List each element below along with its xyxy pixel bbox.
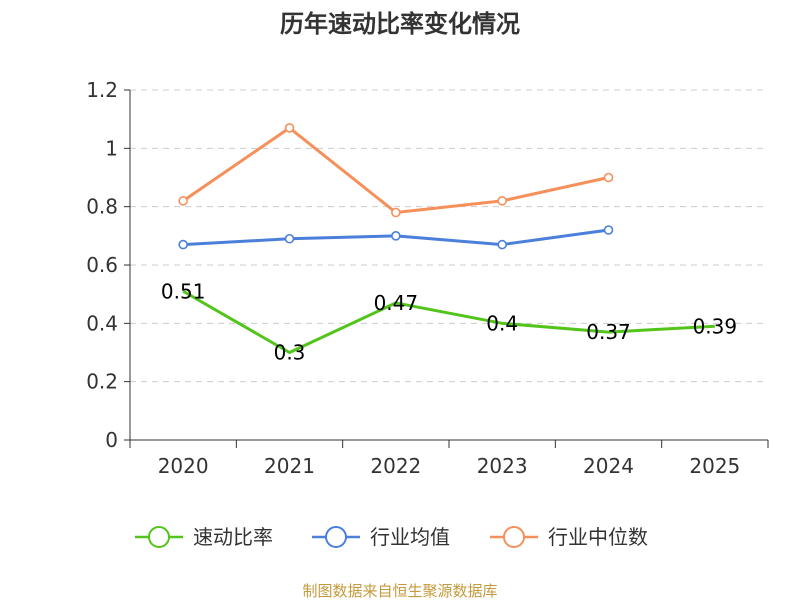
x-tick-label: 2024: [583, 454, 634, 478]
x-tick-label: 2021: [264, 454, 315, 478]
grid: [130, 89, 768, 383]
series-line: [182, 126, 609, 214]
y-tick-label: 0: [105, 428, 118, 452]
x-tick-label: 2023: [477, 454, 528, 478]
y-tick-label: 0.6: [86, 253, 118, 277]
data-label: 0.51: [161, 279, 206, 303]
series-point: [284, 123, 295, 133]
chart-title: 历年速动比率变化情况: [280, 10, 520, 38]
series-point: [603, 172, 614, 183]
data-label: 0.4: [486, 311, 518, 335]
y-tick-label: 0.8: [86, 195, 118, 219]
legend-item[interactable]: 行业均值: [312, 525, 450, 549]
y-tick-label: 0.2: [86, 370, 118, 394]
legend-item[interactable]: 行业中位数: [490, 525, 648, 549]
y-tick-label: 0.4: [86, 311, 118, 335]
legend-marker: [503, 526, 525, 548]
series-point: [497, 196, 507, 206]
data-label: 0.47: [374, 291, 419, 315]
legend: 速动比率 行业均值 行业中位数: [135, 525, 648, 549]
legend-label: 行业中位数: [548, 525, 648, 549]
series-point: [178, 196, 188, 206]
data-label: 0.37: [586, 320, 631, 344]
series-point: [391, 231, 401, 241]
series-point: [178, 239, 188, 250]
series-point: [603, 225, 614, 235]
series-point: [391, 207, 401, 218]
data-label: 0.3: [274, 341, 306, 365]
legend-label: 行业均值: [370, 525, 450, 549]
legend-marker: [148, 526, 170, 548]
x-tick-label: 2022: [370, 454, 421, 478]
source-note: 制图数据来自恒生聚源数据库: [302, 582, 497, 600]
series-point: [497, 239, 507, 250]
x-tick-label: 2025: [689, 454, 740, 478]
data-label: 0.39: [693, 314, 738, 338]
legend-marker: [325, 526, 347, 548]
series-point: [284, 233, 295, 244]
x-tick-label: 2020: [158, 454, 209, 478]
y-tick-label: 1: [105, 136, 118, 160]
legend-item[interactable]: 速动比率: [135, 525, 273, 549]
axes: 0 0.2 0.4 0.6 0.8 1 1.2 2020 2021 2022 2023 2024 202…: [86, 78, 769, 478]
series: [178, 123, 715, 354]
series-line: [182, 289, 715, 354]
legend-label: 速动比率: [193, 525, 273, 549]
y-tick-label: 1.2: [86, 78, 118, 102]
data-labels: 0.51 0.3 0.47 0.4 0.37 0.39: [161, 279, 737, 364]
